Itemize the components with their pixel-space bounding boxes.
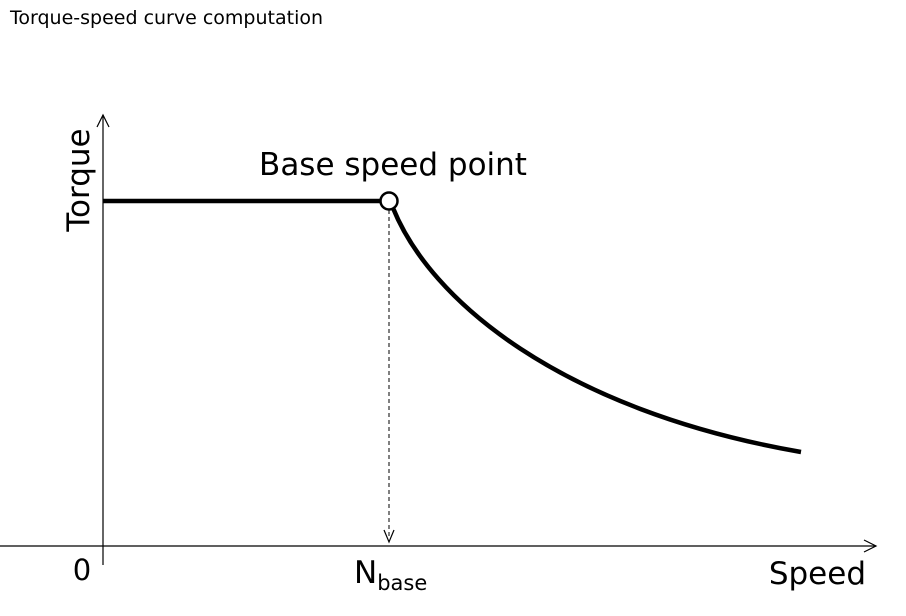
constant-power-curve: [390, 207, 802, 455]
y-axis-label: Torque: [61, 128, 97, 232]
y-axis-arrowhead: [96, 113, 110, 128]
base-speed-point-marker: [379, 191, 399, 211]
base-speed-arrowhead: [383, 529, 395, 544]
base-speed-tick-label: Nbase: [354, 555, 427, 595]
base-speed-point-label: Base speed point: [259, 147, 527, 183]
page-title: Torque-speed curve computation: [10, 7, 324, 29]
base-speed-label-main: N: [354, 555, 377, 591]
x-axis-label: Speed: [769, 556, 866, 592]
origin-label: 0: [73, 553, 91, 587]
base-speed-label-sub: base: [377, 571, 427, 595]
x-axis-arrowhead: [863, 539, 878, 553]
